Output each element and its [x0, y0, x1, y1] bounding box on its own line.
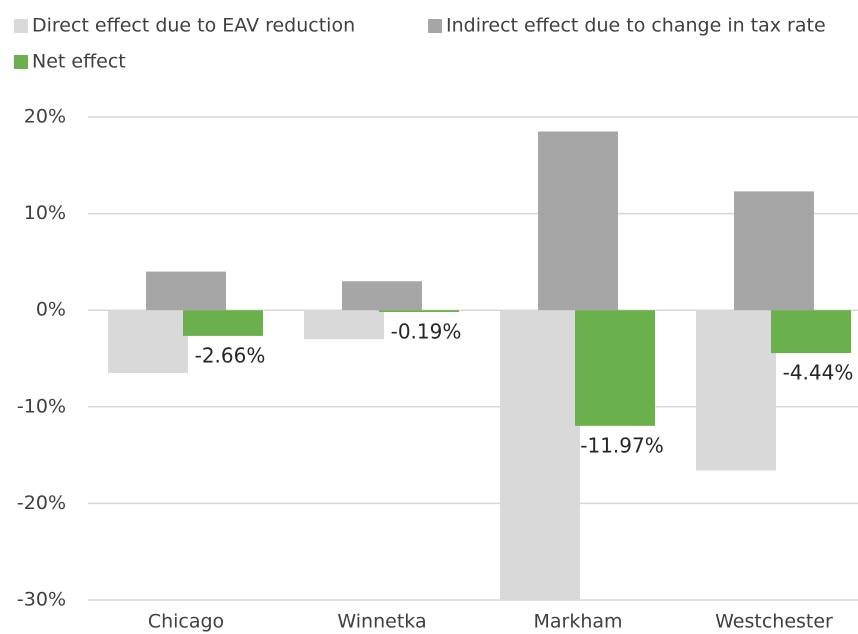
- legend-swatch: [428, 19, 442, 33]
- y-tick-label: -20%: [17, 492, 66, 514]
- legend-label: Indirect effect due to change in tax rat…: [446, 15, 826, 37]
- bar: [379, 310, 459, 313]
- bar: [500, 310, 580, 600]
- x-tick-label: Markham: [533, 611, 622, 633]
- bar: [734, 191, 814, 311]
- y-tick-label: -10%: [17, 395, 66, 417]
- data-label: -4.44%: [783, 361, 854, 385]
- bar: [696, 310, 776, 471]
- y-tick-label: 10%: [24, 202, 66, 224]
- y-tick-label: 0%: [36, 299, 66, 321]
- legend-label: Net effect: [32, 51, 126, 73]
- bar: [146, 271, 226, 311]
- y-tick-label: -30%: [17, 589, 66, 611]
- data-label: -11.97%: [580, 433, 663, 457]
- bar: [538, 131, 618, 311]
- bar: [342, 281, 422, 311]
- y-tick-label: 20%: [24, 106, 66, 128]
- bar: [304, 310, 384, 340]
- legend-swatch: [14, 19, 28, 33]
- legend-label: Direct effect due to EAV reduction: [32, 15, 355, 37]
- data-label: -2.66%: [195, 343, 266, 367]
- bar: [771, 310, 851, 354]
- data-label: -0.19%: [391, 320, 462, 344]
- bar: [575, 310, 655, 426]
- legend-swatch: [14, 55, 28, 69]
- x-tick-label: Winnetka: [337, 611, 426, 633]
- bar: [108, 310, 188, 373]
- bar: [183, 310, 263, 336]
- x-tick-label: Chicago: [148, 611, 224, 633]
- x-tick-label: Westchester: [715, 611, 833, 633]
